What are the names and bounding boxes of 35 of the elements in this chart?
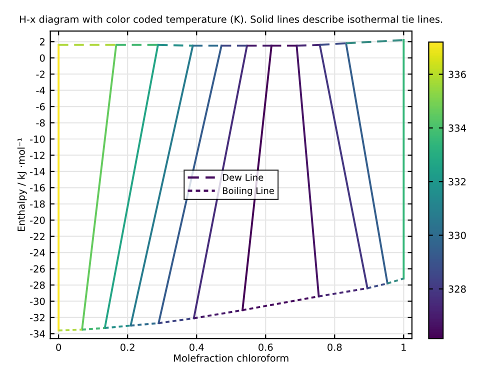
x-tick-label: 0.2: [120, 344, 134, 351]
x-tick-label: 0.4: [190, 344, 204, 351]
color-bar-label: 336: [448, 70, 466, 78]
color-bar-label: 332: [448, 178, 466, 186]
y-tick-label: -26: [30, 265, 45, 273]
y-tick-label: 0: [40, 54, 45, 62]
y-tick-label: -28: [30, 281, 45, 289]
y-tick-label: -4: [36, 86, 45, 94]
color-bar-label: 334: [448, 124, 466, 132]
color-bar-label: 330: [448, 232, 466, 240]
y-tick-label: -16: [30, 184, 45, 192]
y-tick-label: -24: [30, 249, 45, 256]
x-tick-label: 1: [402, 344, 406, 351]
y-tick-label: -30: [30, 298, 45, 306]
x-tick-label: 0: [56, 344, 62, 351]
chart-title: H-x diagram with color coded temperature (K). Solid lines describe isothermal tie lines.: [20, 15, 442, 25]
legend-label: Boiling Line: [222, 187, 274, 196]
y-tick-label: -22: [30, 232, 44, 240]
y-tick-label: -2: [36, 70, 44, 78]
x-tick-label: 0.8: [328, 344, 342, 351]
y-tick-label: -20: [30, 216, 45, 224]
y-tick-label: -34: [30, 330, 45, 338]
y-tick-label: -14: [30, 168, 45, 176]
y-tick-label: -8: [36, 119, 45, 127]
y-tick-label: -6: [36, 103, 45, 110]
y-tick-label: -32: [30, 314, 44, 322]
y-tick-label: -10: [30, 135, 45, 143]
y-axis-title: Enthalpy / kJ ·mol⁻¹: [17, 138, 27, 231]
color-bar-label: 328: [448, 285, 466, 293]
legend-label: Dew Line: [222, 174, 264, 181]
y-tick-label: -18: [30, 200, 45, 208]
y-tick-label: 2: [40, 38, 44, 46]
y-tick-label: -12: [30, 152, 44, 159]
x-axis-title: Molefraction chloroform: [174, 354, 288, 362]
x-tick-label: 0.6: [258, 344, 273, 351]
